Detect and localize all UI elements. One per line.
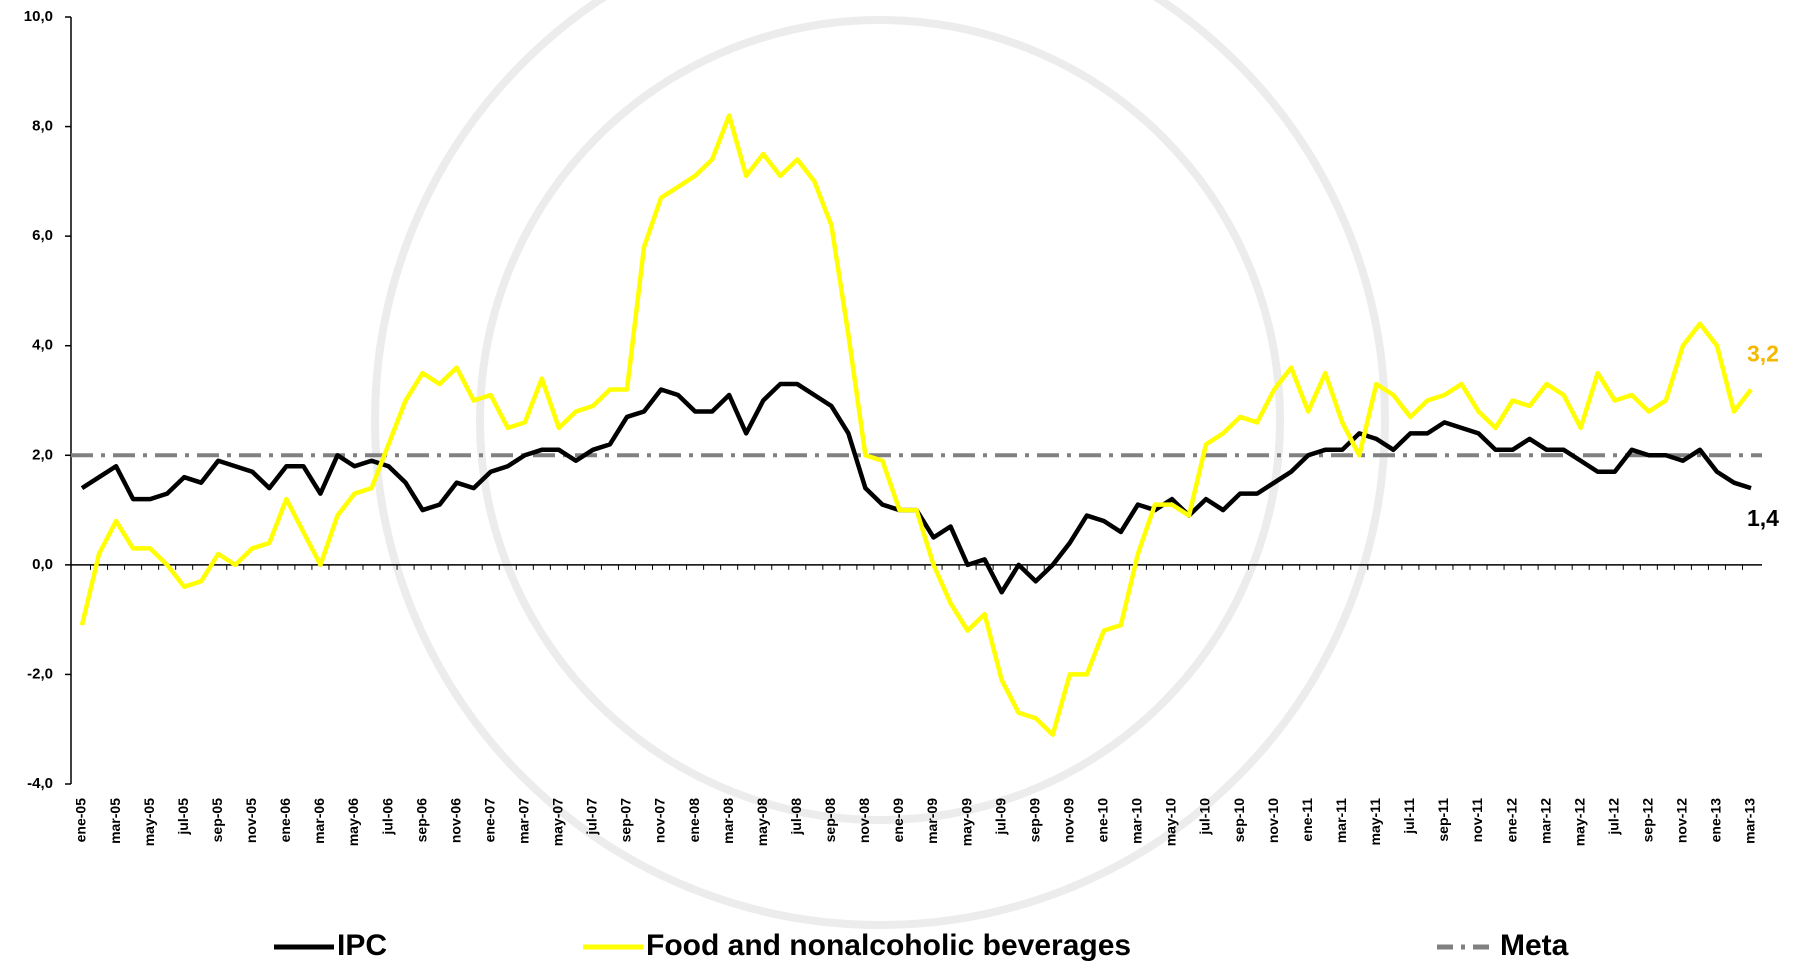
- x-tick-label: ene-05: [73, 798, 89, 843]
- x-tick-label: jul-11: [1401, 798, 1417, 835]
- value-label: 3,2: [1747, 341, 1779, 367]
- x-tick-label: may-07: [550, 798, 566, 846]
- x-tick-label: sep-12: [1640, 798, 1656, 843]
- x-tick-label: sep-05: [209, 798, 225, 843]
- x-tick-label: sep-10: [1231, 798, 1247, 843]
- x-tick-label: mar-07: [515, 798, 531, 844]
- x-tick-label: jul-12: [1605, 798, 1621, 836]
- x-tick-label: jul-10: [1197, 798, 1213, 836]
- x-tick-label: sep-06: [413, 798, 429, 843]
- x-tick-label: may-11: [1367, 798, 1383, 846]
- x-tick-label: jul-06: [379, 798, 395, 836]
- y-tick-label: -4,0: [27, 775, 53, 792]
- y-tick-label: -2,0: [27, 665, 53, 682]
- series-line: [79, 113, 1753, 737]
- value-label: 1,4: [1747, 505, 1779, 531]
- x-tick-label: jul-05: [175, 798, 191, 836]
- x-tick-label: nov-06: [447, 798, 463, 843]
- x-tick-label: ene-13: [1708, 798, 1724, 843]
- x-tick-label: ene-06: [277, 798, 293, 843]
- x-tick-label: sep-07: [618, 798, 634, 843]
- x-tick-label: nov-07: [652, 798, 668, 843]
- x-tick-label: ene-07: [481, 798, 497, 843]
- x-tick-label: mar-12: [1537, 798, 1553, 844]
- x-tick-label: ene-08: [686, 798, 702, 843]
- x-tick-label: mar-05: [107, 798, 123, 844]
- x-tick-label: nov-09: [1060, 798, 1076, 843]
- x-tick-label: jul-07: [584, 798, 600, 836]
- x-tick-label: mar-06: [311, 798, 327, 844]
- x-tick-label: mar-10: [1129, 798, 1145, 844]
- x-tick-label: nov-12: [1674, 798, 1690, 843]
- x-tick-label: ene-10: [1095, 798, 1111, 843]
- y-tick-label: 6,0: [32, 227, 53, 244]
- y-tick-label: 2,0: [32, 446, 53, 463]
- x-tick-label: ene-12: [1503, 798, 1519, 843]
- x-tick-label: may-05: [141, 798, 157, 846]
- x-tick-label: mar-08: [720, 798, 736, 844]
- y-tick-label: 8,0: [32, 118, 53, 135]
- legend-label: Food and nonalcoholic beverages: [646, 929, 1131, 962]
- x-tick-label: nov-05: [243, 798, 259, 843]
- x-tick-label: mar-09: [924, 798, 940, 844]
- x-tick-label: nov-10: [1265, 798, 1281, 843]
- x-tick-label: ene-11: [1299, 798, 1315, 842]
- x-tick-label: may-08: [754, 798, 770, 846]
- watermark: [371, 0, 1389, 929]
- y-tick-label: 10,0: [24, 8, 53, 25]
- x-tick-label: nov-11: [1469, 798, 1485, 843]
- x-tick-label: sep-08: [822, 798, 838, 843]
- series-line: [80, 381, 1752, 595]
- x-tick-label: ene-09: [890, 798, 906, 843]
- x-tick-label: may-09: [958, 798, 974, 846]
- x-tick-label: sep-09: [1026, 798, 1042, 843]
- x-tick-label: jul-09: [992, 798, 1008, 836]
- legend-label: Meta: [1500, 929, 1569, 962]
- x-tick-label: may-10: [1163, 798, 1179, 846]
- x-tick-label: sep-11: [1435, 798, 1451, 842]
- x-tick-label: may-12: [1571, 798, 1587, 846]
- x-tick-label: jul-08: [788, 798, 804, 836]
- x-tick-label: mar-11: [1333, 798, 1349, 843]
- x-tick-label: may-06: [345, 798, 361, 846]
- x-tick-label: nov-08: [856, 798, 872, 843]
- legend-label: IPC: [337, 929, 387, 962]
- x-tick-label: mar-13: [1742, 798, 1758, 844]
- y-tick-label: 4,0: [32, 337, 53, 354]
- y-tick-label: 0,0: [32, 556, 53, 573]
